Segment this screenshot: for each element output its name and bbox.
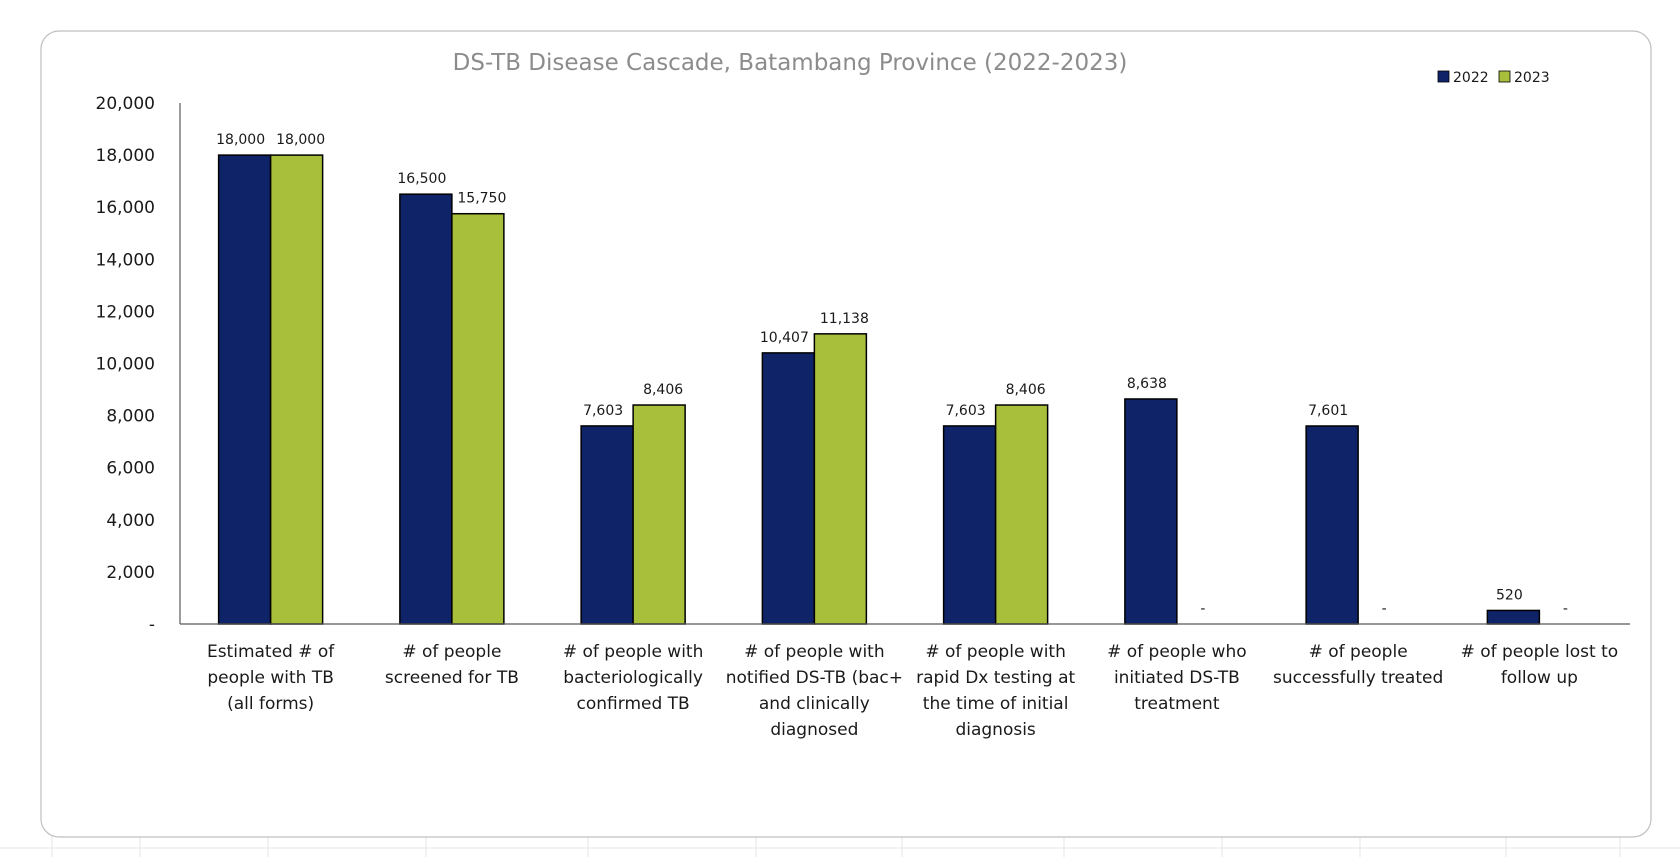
x-tick-label-line: # of people with: [925, 642, 1066, 662]
x-tick-label: # of people with bacteriologically confirm…: [563, 642, 704, 714]
bar-2023: [994, 404, 1049, 625]
y-tick-label: 6,000: [106, 459, 155, 479]
bar-2022: [580, 425, 634, 625]
x-tick-label-line: # of people: [402, 642, 501, 662]
data-label: 7,601: [1308, 403, 1348, 419]
bar-2022: [217, 154, 272, 625]
y-tick-label: 2,000: [106, 563, 155, 583]
x-tick-label-line: # of people with: [563, 642, 704, 662]
bar-2022: [399, 193, 453, 625]
data-label: 8,406: [643, 382, 683, 398]
data-label: 16,500: [397, 171, 446, 187]
data-label: 15,750: [457, 191, 506, 207]
x-tick-label: # of people who initiated DS-TB treatment: [1107, 642, 1247, 714]
bar-2022: [1305, 425, 1359, 625]
x-tick-label-line: screened for TB: [385, 668, 519, 688]
x-tick-label: # of people screened for TB: [385, 642, 519, 688]
x-tick-label: # of people lost to follow up: [1461, 642, 1619, 688]
bars: [217, 154, 1541, 625]
data-label: 18,000: [276, 132, 325, 148]
data-label: -: [1563, 601, 1568, 617]
legend-swatch-2022: [1437, 70, 1450, 83]
x-tick-label-line: # of people with: [744, 642, 885, 662]
data-label: 10,407: [760, 330, 809, 346]
x-tick-label: Estimated # of people with TB (all forms): [207, 642, 335, 714]
x-tick-label: # of people with rapid Dx testing at the t…: [916, 642, 1075, 740]
x-tick-label-line: # of people who: [1107, 642, 1247, 662]
data-labels: 18,000 18,000 16,500 15,750 7,603 8,406 10,407…: [216, 132, 1568, 617]
bar-2022: [761, 352, 816, 625]
y-axis: - 2,000 4,000 6,000 8,000 10,000 12,000 14,000 1…: [96, 94, 181, 635]
data-label: 11,138: [820, 311, 869, 327]
bar-2023: [632, 404, 686, 625]
y-tick-label: 10,000: [96, 355, 155, 375]
data-label: 18,000: [216, 132, 265, 148]
x-tick-label-line: successfully treated: [1273, 668, 1443, 688]
data-label: 8,406: [1006, 382, 1046, 398]
x-tick-label-line: bacteriologically: [563, 668, 703, 688]
x-tick-label-line: notified DS-TB (bac+: [726, 668, 903, 688]
x-tick-label-line: initiated DS-TB: [1114, 668, 1240, 688]
x-tick-label-line: the time of initial: [923, 694, 1069, 714]
data-label: 8,638: [1127, 376, 1167, 392]
y-tick-label: 14,000: [96, 250, 155, 270]
y-tick-label: 8,000: [106, 407, 155, 427]
bar-2022: [942, 425, 997, 625]
legend-swatch-2023: [1498, 70, 1511, 83]
y-tick-label: -: [149, 615, 155, 635]
x-tick-label-line: Estimated # of: [207, 642, 335, 662]
y-tick-label: 18,000: [96, 146, 155, 166]
chart-title: DS-TB Disease Cascade, Batambang Provinc…: [453, 50, 1128, 76]
bar-2022: [1124, 398, 1178, 625]
y-tick-label: 4,000: [106, 511, 155, 531]
bar-2022: [1486, 609, 1541, 625]
x-tick-label: # of people successfully treated: [1273, 642, 1443, 688]
x-tick-label-line: confirmed TB: [577, 694, 690, 714]
x-tick-label-line: # of people lost to: [1461, 642, 1619, 662]
x-tick-label-line: (all forms): [227, 694, 314, 714]
legend-label-2023: 2023: [1514, 70, 1550, 86]
x-tick-label-line: follow up: [1501, 668, 1578, 688]
data-label: -: [1382, 601, 1387, 617]
bar-2023: [451, 212, 505, 625]
x-tick-label-line: diagnosed: [770, 720, 858, 740]
x-tick-label-line: people with TB: [207, 668, 334, 688]
bar-2023: [269, 154, 324, 625]
x-axis: Estimated # of people with TB (all forms) #…: [207, 642, 1618, 740]
legend: 2022 2023: [1437, 70, 1550, 86]
data-label: -: [1200, 601, 1205, 617]
data-label: 520: [1496, 587, 1523, 603]
data-label: 7,603: [946, 403, 986, 419]
x-tick-label-line: rapid Dx testing at: [916, 668, 1075, 688]
data-label: 7,603: [583, 403, 623, 419]
x-tick-label-line: treatment: [1134, 694, 1220, 714]
legend-label-2022: 2022: [1453, 70, 1489, 86]
y-tick-label: 12,000: [96, 302, 155, 322]
x-tick-label-line: # of people: [1309, 642, 1408, 662]
y-tick-label: 16,000: [96, 198, 155, 218]
y-tick-label: 20,000: [96, 94, 155, 114]
bar-2023: [813, 333, 868, 625]
x-tick-label-line: diagnosis: [955, 720, 1035, 740]
x-tick-label-line: and clinically: [759, 694, 870, 714]
x-tick-label: # of people with notified DS-TB (bac+ and …: [726, 642, 903, 740]
